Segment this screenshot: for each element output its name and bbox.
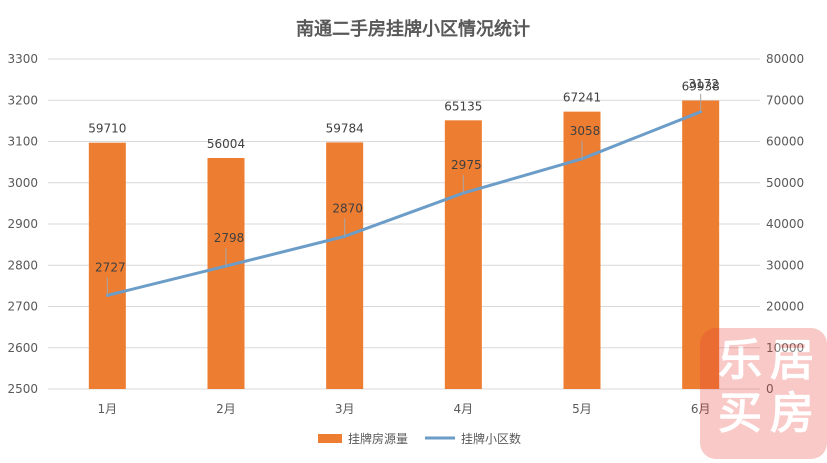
- bar-data-label: 67241: [563, 91, 601, 105]
- right-y-tick-label: 50000: [766, 176, 804, 190]
- watermark-background: [700, 328, 827, 459]
- right-y-tick-label: 60000: [766, 135, 804, 149]
- left-y-tick-label: 3000: [7, 176, 38, 190]
- line-data-label: 2798: [214, 231, 245, 245]
- bar-data-label: 56004: [207, 137, 245, 151]
- bar: [444, 120, 482, 390]
- bar: [326, 142, 364, 389]
- bar: [682, 100, 720, 390]
- right-y-tick-label: 10000: [766, 341, 804, 355]
- right-y-tick-label: 20000: [766, 300, 804, 314]
- legend-label: 挂牌房源量: [348, 431, 408, 446]
- x-tick-label: 3月: [335, 402, 355, 416]
- bar-data-label: 69938: [682, 80, 720, 94]
- x-tick-label: 2月: [216, 402, 236, 416]
- line-data-label: 2975: [451, 158, 482, 172]
- x-tick-label: 5月: [572, 402, 592, 416]
- left-y-tick-label: 2700: [7, 300, 38, 314]
- chart-title: 南通二手房挂牌小区情况统计: [296, 18, 530, 40]
- bar-series: 59710 56004 59784 65135 67241 69938: [88, 80, 720, 390]
- bar-data-label: 59710: [88, 122, 126, 136]
- line-data-label: 3172: [688, 77, 719, 91]
- grid: [48, 58, 760, 390]
- line-series: 2727 2798 2870 2975 3058 3172: [95, 77, 719, 297]
- line-data-label: 2727: [95, 260, 126, 274]
- line-data-label: 3058: [570, 124, 601, 138]
- bar-data-label: 65135: [444, 99, 482, 113]
- left-y-tick-label: 2500: [7, 382, 38, 396]
- watermark-logo: 乐居买房: [700, 328, 827, 459]
- x-tick-label: 6月: [691, 402, 711, 416]
- x-axis: 1月 2月 3月 4月 5月 6月: [98, 402, 711, 416]
- left-y-axis: 2500 2600 2700 2800 2900 3000 3100 3200 3300: [7, 52, 38, 396]
- series-line: [105, 110, 703, 297]
- left-y-tick-label: 3100: [7, 135, 38, 149]
- watermark-glyph: 乐: [718, 335, 762, 386]
- watermark-glyph: 买: [718, 388, 762, 439]
- left-y-tick-label: 2800: [7, 258, 38, 272]
- right-y-tick-label: 70000: [766, 93, 804, 107]
- left-y-tick-label: 2900: [7, 217, 38, 231]
- legend: 挂牌房源量 挂牌小区数: [318, 431, 521, 446]
- left-y-tick-label: 3200: [7, 93, 38, 107]
- right-y-tick-label: 80000: [766, 52, 804, 66]
- right-y-tick-label: 0: [766, 382, 774, 396]
- left-y-tick-label: 3300: [7, 52, 38, 66]
- watermark-glyph: 房: [770, 388, 814, 439]
- left-y-tick-label: 2600: [7, 341, 38, 355]
- x-tick-label: 4月: [454, 402, 474, 416]
- legend-swatch-bar: [318, 434, 342, 443]
- x-tick-label: 1月: [98, 402, 118, 416]
- bar: [88, 142, 126, 389]
- bar-data-label: 59784: [326, 121, 364, 135]
- bar: [207, 157, 245, 389]
- watermark-glyph: 居: [770, 335, 814, 386]
- right-y-tick-label: 40000: [766, 217, 804, 231]
- legend-label: 挂牌小区数: [461, 431, 521, 446]
- line-data-label: 2870: [332, 201, 363, 215]
- right-y-tick-label: 30000: [766, 258, 804, 272]
- right-y-axis: 0 10000 20000 30000 40000 50000 60000 70000 8000…: [766, 52, 804, 396]
